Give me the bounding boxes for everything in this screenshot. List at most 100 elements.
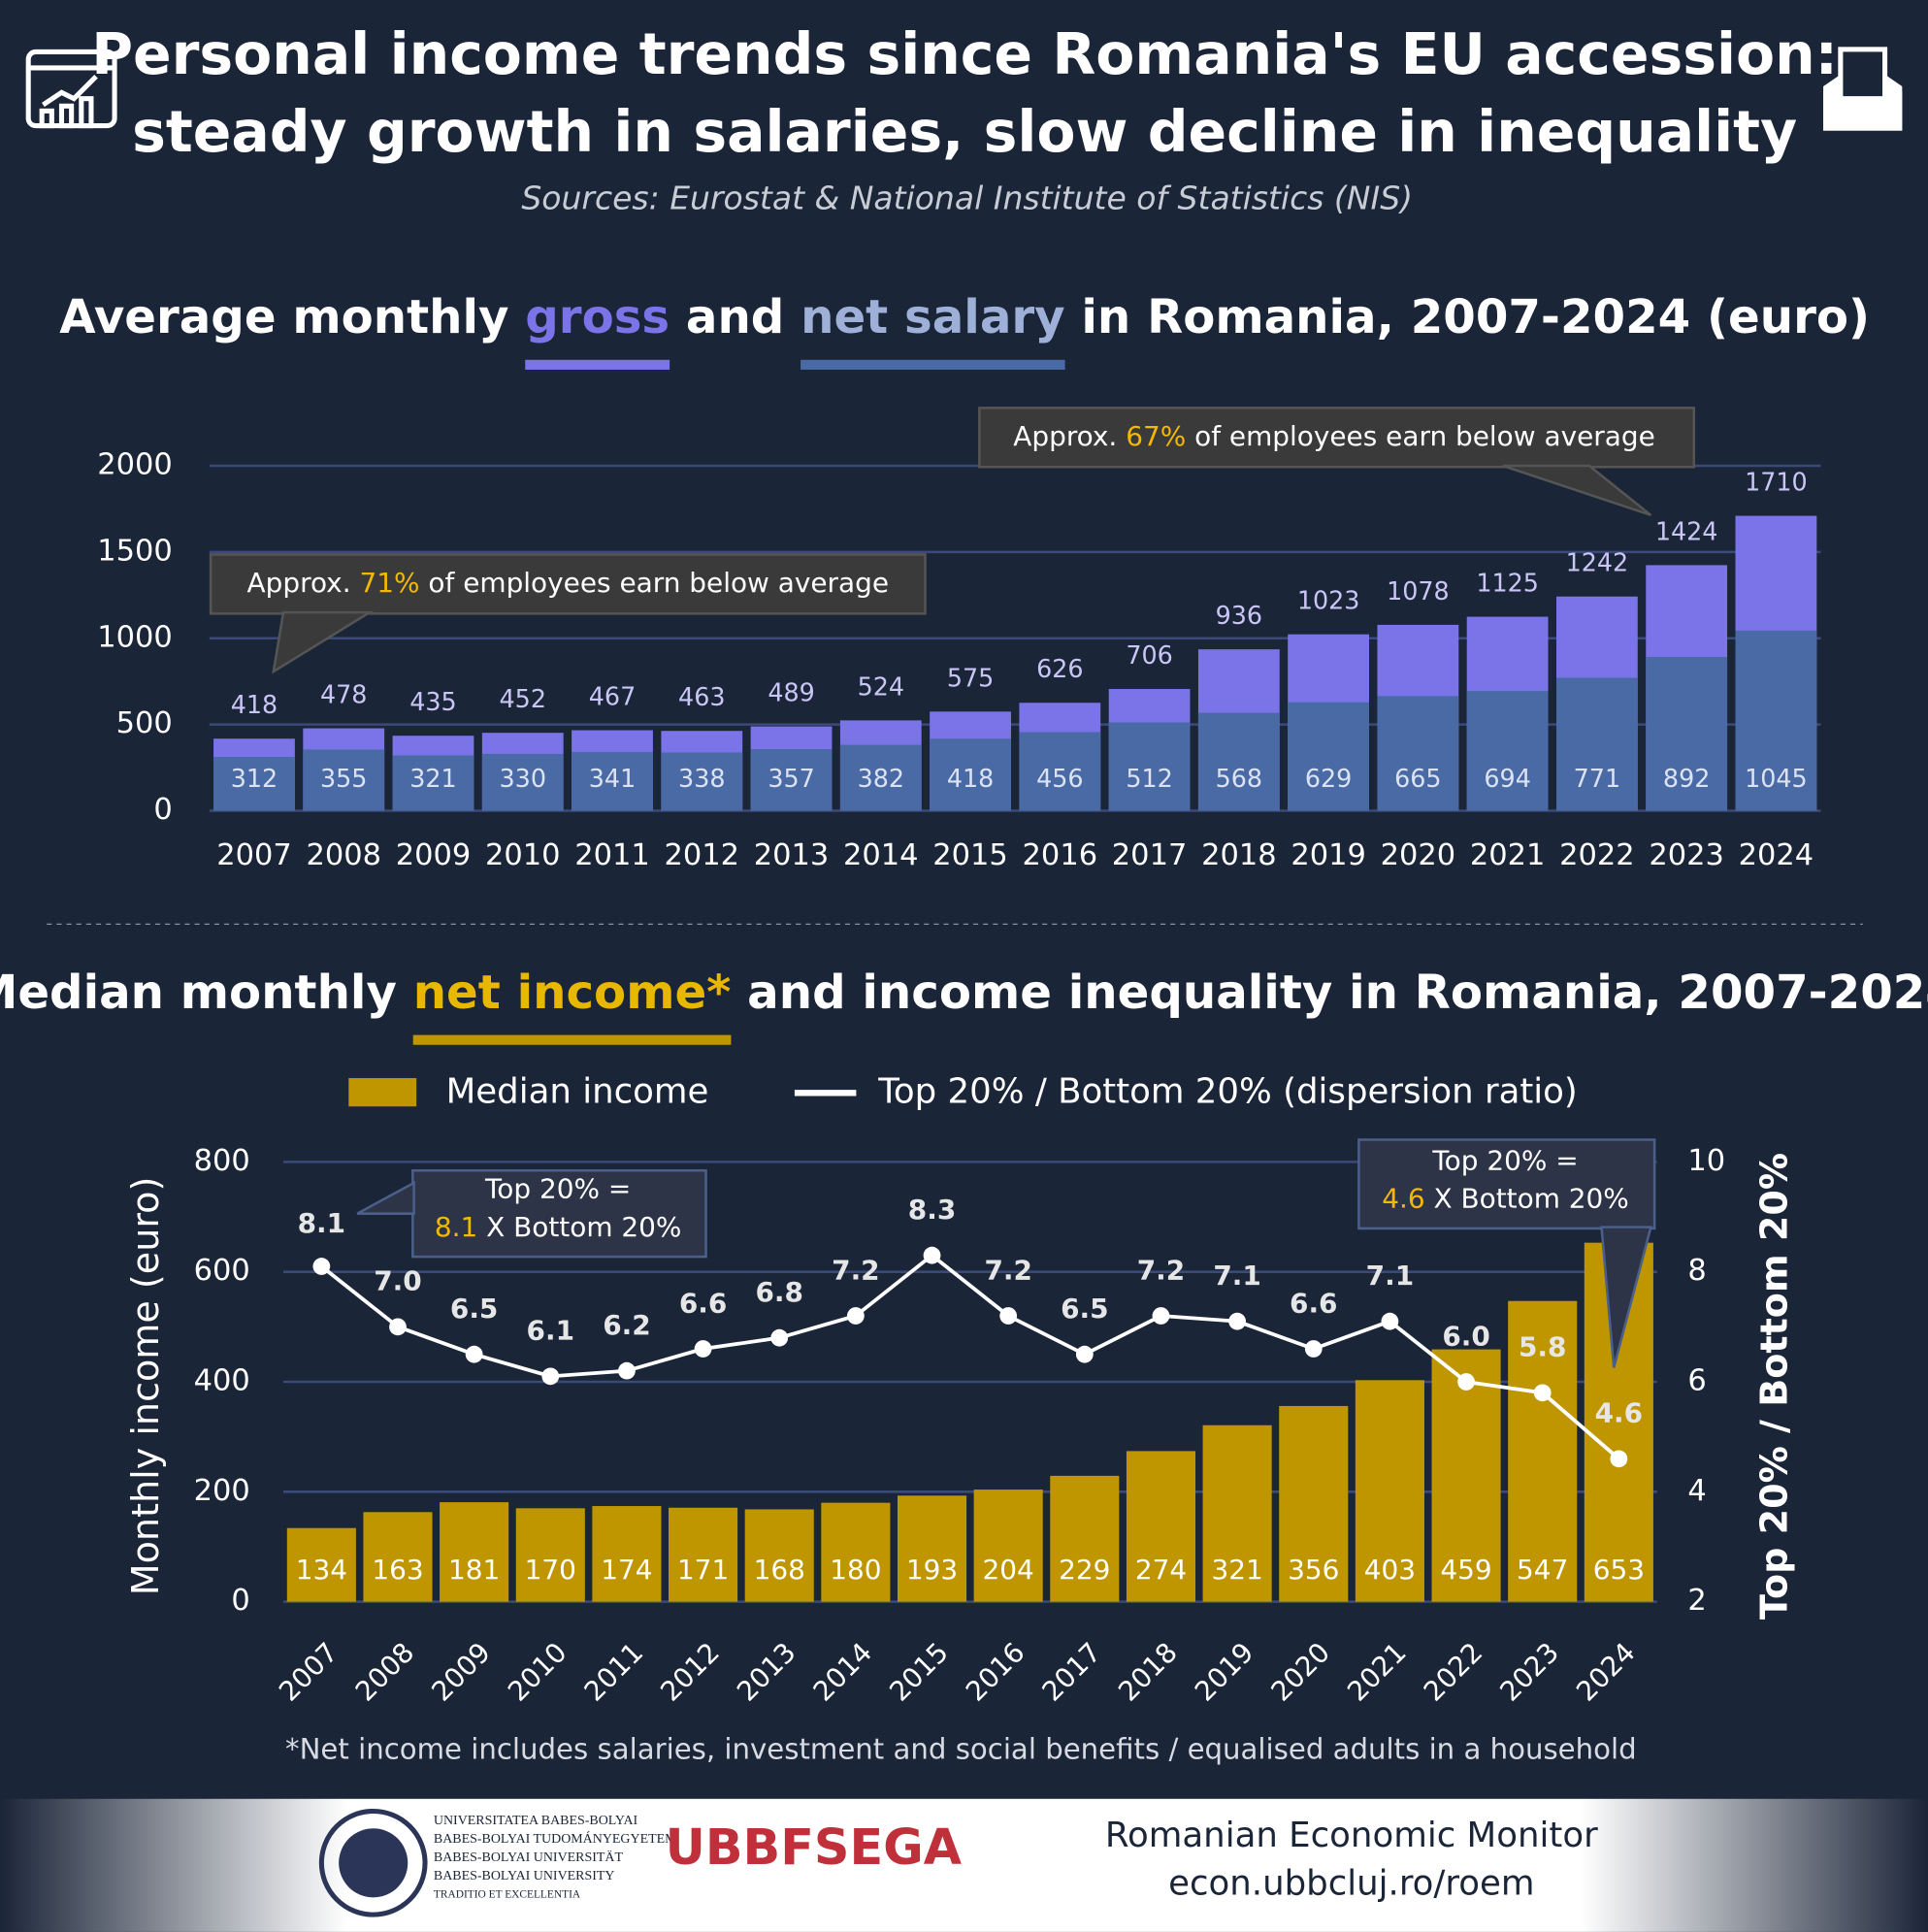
line (320, 1253, 1620, 1460)
y-tick-label: 0 (231, 1584, 249, 1618)
value-label: 312 (231, 764, 278, 793)
bar (821, 1502, 891, 1602)
callout-pointer (356, 1180, 415, 1215)
text-part: in Romania, 2007-2024 (euro) (1065, 290, 1870, 344)
bar (440, 1502, 509, 1602)
y2-tick-label: 4 (1687, 1474, 1706, 1508)
bar (286, 1527, 356, 1602)
text-part: Average monthly (59, 290, 525, 344)
value-label: 174 (601, 1554, 652, 1586)
callout-box (411, 1168, 707, 1259)
value-label: 568 (1216, 764, 1262, 793)
bar (1288, 702, 1370, 811)
x-tick-label: 2016 (1023, 838, 1098, 872)
page-title: Personal income trends since Romania's E… (91, 21, 1838, 87)
charts: Average monthly gross and net salary in … (0, 290, 1928, 1708)
bar (1355, 1380, 1424, 1602)
value-label: 467 (589, 682, 636, 711)
line-point (999, 1307, 1018, 1325)
value-label: 341 (589, 764, 636, 793)
bar (592, 1506, 662, 1602)
bar (303, 749, 385, 811)
value-label: 180 (830, 1554, 881, 1586)
x-tick-label: 2022 (1559, 838, 1635, 872)
text-part: X Bottom 20% (477, 1211, 681, 1243)
value-label: 524 (858, 671, 904, 701)
mail-icon (1823, 47, 1903, 131)
bar (897, 1495, 967, 1602)
bar (392, 755, 474, 811)
annotation: Approx. 67% of employees earn below aver… (1013, 420, 1655, 452)
value-label: 193 (906, 1554, 958, 1586)
y-tick-label: 600 (194, 1254, 250, 1288)
text-part: net salary (801, 290, 1064, 344)
value-label: 6.5 (450, 1293, 498, 1325)
value-label: 403 (1364, 1554, 1416, 1586)
bar (1466, 691, 1549, 811)
value-label: 463 (678, 682, 725, 711)
value-label: 435 (409, 687, 456, 716)
value-label: 7.1 (1213, 1260, 1260, 1292)
callout-pointer (1502, 464, 1652, 517)
value-label: 6.1 (527, 1315, 574, 1347)
x-tick-label: 2009 (396, 838, 472, 872)
annotation: Approx. 71% of employees earn below aver… (247, 567, 890, 599)
chart-icon (25, 49, 117, 129)
value-label: 452 (500, 684, 546, 713)
value-label: 1424 (1655, 516, 1718, 545)
value-label: 936 (1216, 601, 1262, 630)
x-tick-label: 2011 (574, 838, 650, 872)
value-label: 1045 (1745, 764, 1808, 793)
value-label: 7.2 (984, 1254, 1031, 1286)
y-tick-label: 2000 (97, 448, 173, 482)
x-tick-label: 2017 (1112, 838, 1188, 872)
bar (1735, 630, 1817, 811)
x-tick-label: 2019 (1291, 838, 1366, 872)
bar (973, 1490, 1043, 1602)
value-label: 163 (372, 1554, 423, 1586)
bar (1508, 1300, 1578, 1602)
university-name: BABES-BOLYAI UNIVERSITÄT (434, 1849, 624, 1865)
bar (1126, 1451, 1196, 1602)
bar (930, 738, 1011, 811)
bar (363, 1512, 433, 1602)
value-label: 489 (768, 678, 814, 707)
y-tick-label: 200 (194, 1474, 250, 1508)
bar (839, 744, 922, 811)
chart-title: Average monthly gross and net salary in … (59, 290, 1870, 344)
x-tick-label: 2012 (665, 838, 740, 872)
value-label: 456 (1036, 764, 1083, 793)
bar (1431, 1349, 1501, 1602)
value-label: 478 (320, 680, 367, 709)
legend-label: Median income (446, 1071, 709, 1111)
value-label: 8.1 (298, 1207, 345, 1239)
chart-title: Median monthly net income* and income in… (0, 966, 1928, 1020)
x-tick-label: 2020 (1381, 838, 1456, 872)
y2-axis-label: Top 20% / Bottom 20% (1752, 1153, 1795, 1620)
bar (1555, 677, 1638, 811)
bar (1202, 1424, 1272, 1602)
x-tick-label: 2010 (485, 838, 561, 872)
callout-box (209, 553, 927, 615)
bar (1050, 1475, 1120, 1602)
y-tick-label: 800 (194, 1144, 250, 1178)
callout-pointer (1600, 1226, 1652, 1368)
value-label: 330 (500, 764, 546, 793)
faculty-logo: UBBFSEGA (666, 1818, 963, 1876)
value-label: 892 (1663, 764, 1710, 793)
value-label: 7.2 (832, 1254, 879, 1286)
text-part: 67% (1126, 420, 1186, 452)
value-label: 6.8 (755, 1276, 802, 1308)
text-part: and income inequality in Romania, 2007-2… (731, 966, 1928, 1020)
value-label: 418 (231, 690, 278, 719)
y2-tick-label: 2 (1687, 1584, 1706, 1618)
footer-url: econ.ubbcluj.ro/roem (1168, 1864, 1534, 1904)
line-point (389, 1318, 407, 1336)
bar (1019, 732, 1101, 811)
line-point (1228, 1312, 1247, 1330)
university-name: TRADITIO ET EXCELLENTIA (434, 1888, 581, 1900)
footer: UNIVERSITATEA BABES-BOLYAI BABES-BOLYAI T… (434, 1814, 1598, 1904)
value-label: 382 (858, 764, 904, 793)
value-label: 1710 (1745, 468, 1808, 497)
